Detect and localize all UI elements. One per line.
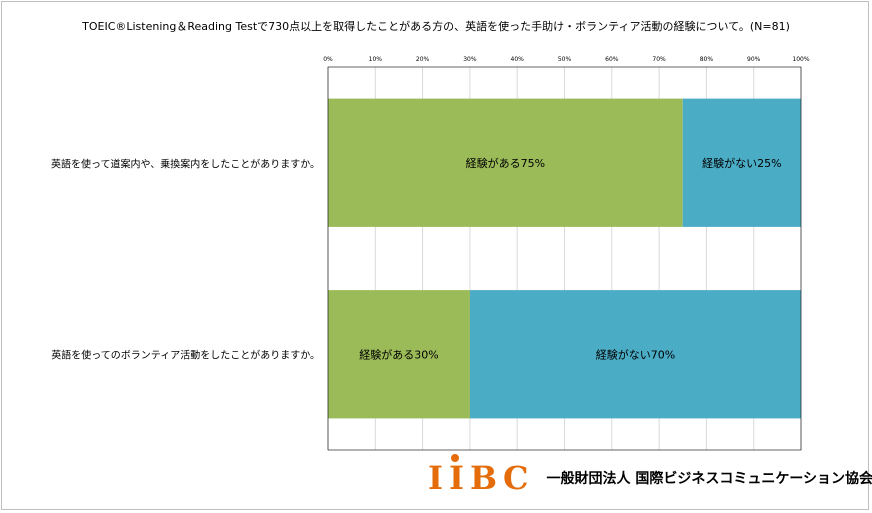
x-tick-label: 50% [558, 56, 572, 63]
bar-segment [469, 290, 801, 419]
x-tick-label: 90% [747, 56, 761, 63]
bars: 経験がある75% 経験がない25% 経験がある30% 経験がない70% [328, 98, 801, 419]
plot-area-border [327, 66, 802, 451]
chart-title: TOEIC®Listening＆Reading Testで730点以上を取得した… [82, 20, 790, 33]
category-label-volunteer: 英語を使ってのボランティア活動をしたことがありますか。 [51, 350, 320, 362]
organization-name: 一般財団法人 国際ビジネスコミュニケーション協会 [546, 471, 872, 487]
x-tick-label: 0% [323, 56, 333, 63]
x-tick-label: 40% [511, 56, 525, 63]
bar-data-label: 経験がない25% [702, 156, 781, 170]
x-tick-label: 10% [369, 56, 383, 63]
x-tick-label: 20% [416, 56, 430, 63]
bar-data-label: 経験がない70% [596, 347, 675, 361]
bar-data-label: 経験がある30% [359, 347, 438, 361]
bar-data-label: 経験がある75% [466, 156, 545, 170]
bar-segment [328, 98, 683, 227]
bar-segment [682, 98, 801, 227]
x-tick-label: 80% [700, 56, 714, 63]
x-tick-labels: 0% 10% 20% 30% 40% 50% 60% 70% 80% 90% 100% [323, 56, 810, 63]
x-tick-label: 70% [652, 56, 666, 63]
x-tick-label: 30% [463, 56, 477, 63]
bar-segment [328, 290, 470, 419]
x-tick-label: 100% [792, 56, 809, 63]
category-label-directions: 英語を使って道案内や、乗換案内をしたことがありますか。 [51, 159, 320, 171]
x-tick-label: 60% [605, 56, 619, 63]
